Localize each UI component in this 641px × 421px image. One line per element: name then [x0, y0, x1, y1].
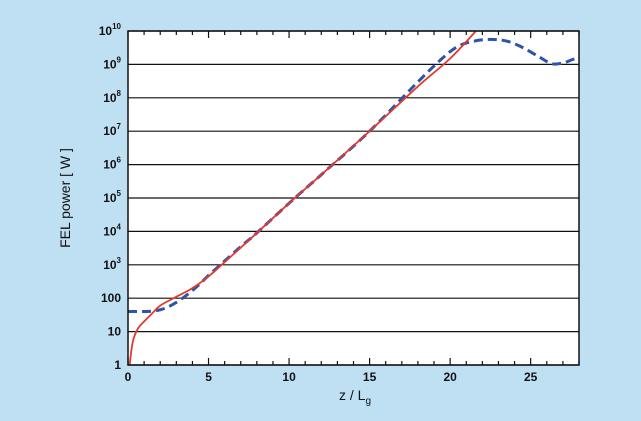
y-tick-label: 106: [103, 156, 121, 172]
y-tick-base: 10: [103, 158, 117, 172]
y-tick-label: 107: [103, 122, 121, 138]
x-tick-labels: 0 5 10 15 20 25: [125, 370, 538, 384]
y-tick-base: 10: [103, 258, 117, 272]
y-tick-exponent: 6: [117, 156, 122, 165]
x-tick-label: 0: [125, 370, 132, 384]
y-tick-exponent: 4: [117, 222, 122, 231]
y-tick-base: 10: [103, 57, 117, 71]
series-layer: [128, 31, 579, 365]
y-tick-label: 108: [103, 89, 121, 105]
y-tick-label: 103: [103, 256, 121, 272]
y-tick-label: 104: [103, 222, 121, 238]
y-tick-base: 10: [103, 91, 117, 105]
y-tick-base: 10: [99, 24, 113, 38]
y-tick-label: 100: [101, 291, 121, 305]
y-tick-base: 10: [108, 325, 122, 339]
x-tick-label: 20: [443, 370, 457, 384]
y-tick-exponent: 8: [117, 89, 122, 98]
tick-marks: [127, 31, 580, 365]
y-tick-base: 10: [103, 224, 117, 238]
y-tick-exponent: 3: [117, 256, 122, 265]
y-tick-exponent: 5: [117, 189, 122, 198]
y-tick-exponent: 10: [112, 22, 121, 31]
y-tick-base: 10: [103, 191, 117, 205]
y-tick-label: 109: [103, 55, 121, 71]
x-tick-label: 10: [282, 370, 296, 384]
y-tick-label: 1010: [99, 22, 122, 38]
y-tick-base: 100: [101, 291, 121, 305]
x-axis-title: z / Lg: [339, 387, 371, 407]
y-tick-base: 10: [103, 124, 117, 138]
x-axis-title-main: z / L: [339, 387, 366, 403]
y-axis-title: FEL power [ W ]: [57, 148, 73, 248]
y-tick-exponent: 9: [117, 55, 122, 64]
series-line-solid: [128, 31, 477, 365]
x-tick-label: 25: [524, 370, 538, 384]
x-axis-title-subscript: g: [365, 396, 371, 407]
x-tick-label: 5: [205, 370, 212, 384]
y-tick-label: 1: [114, 358, 121, 372]
y-tick-label: 105: [103, 189, 121, 205]
y-tick-base: 1: [114, 358, 121, 372]
y-tick-exponent: 7: [117, 122, 122, 131]
y-tick-label: 10: [108, 325, 122, 339]
x-tick-label: 15: [363, 370, 377, 384]
